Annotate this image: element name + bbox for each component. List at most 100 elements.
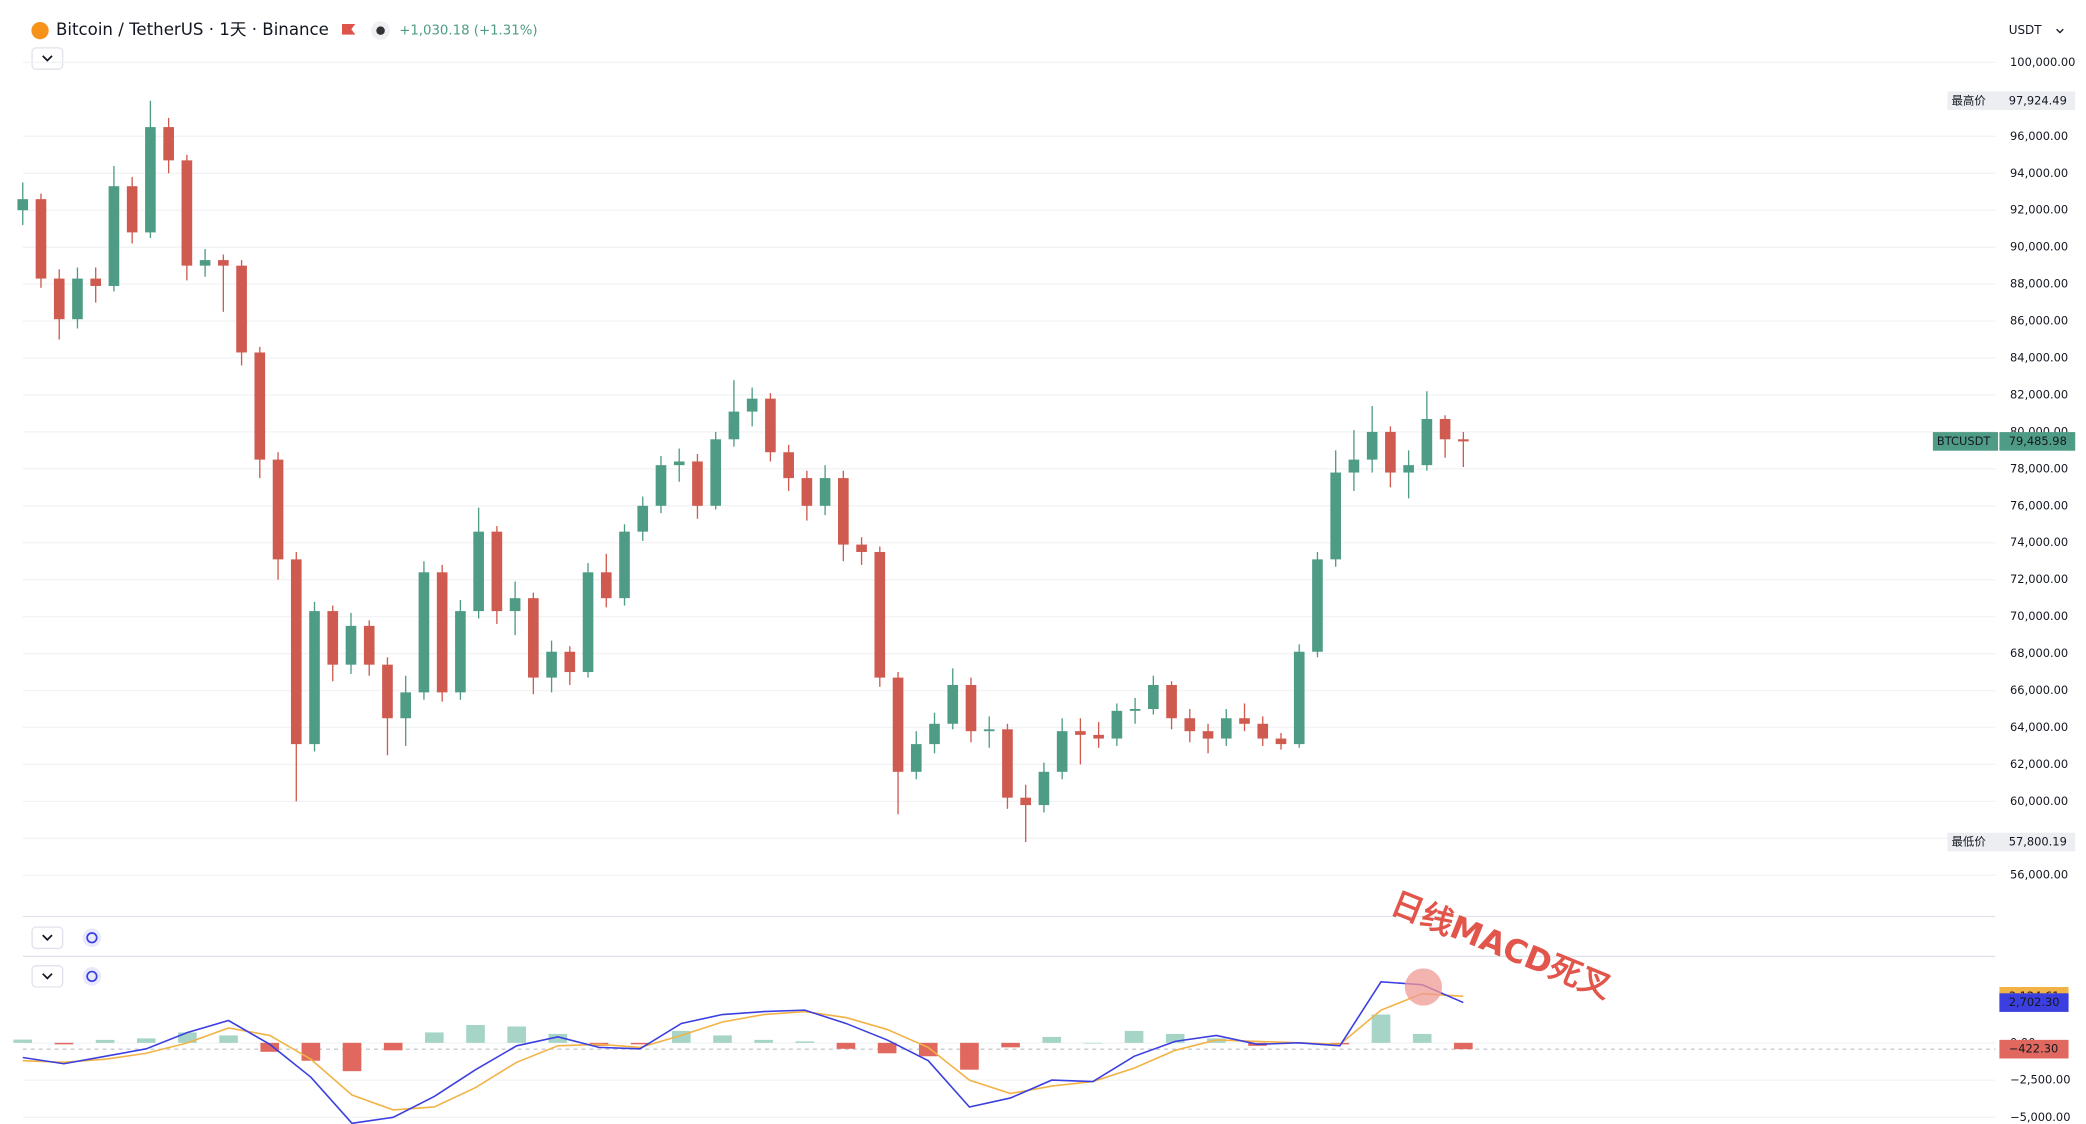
extreme-name: 最高价 <box>1952 93 1987 107</box>
y-tick-label: 64,000.00 <box>2010 720 2068 734</box>
y-tick-label: 72,000.00 <box>2010 572 2068 586</box>
candle-body <box>272 459 284 560</box>
candle-body <box>1385 431 1396 473</box>
currency-caret[interactable] <box>2056 28 2064 34</box>
histogram-bar <box>54 1042 74 1045</box>
candle-body <box>600 572 612 599</box>
histogram-bar <box>136 1038 156 1043</box>
candle-body <box>1075 731 1086 735</box>
last-price-name-badge <box>1932 432 1999 451</box>
collapse-button[interactable] <box>31 47 64 70</box>
histogram-bar <box>178 1032 197 1043</box>
histogram-bar <box>425 1032 444 1043</box>
candle-body <box>363 625 375 665</box>
y-tick-label: 66,000.00 <box>2010 683 2068 697</box>
y-tick-label: 56,000.00 <box>2010 868 2068 882</box>
refresh-button[interactable] <box>82 928 102 948</box>
histogram-bar <box>1042 1036 1062 1043</box>
candle-body <box>1312 559 1323 652</box>
y-tick-label: 76,000.00 <box>2010 498 2068 512</box>
axis-layer: 56,000.0058,000.0060,000.0062,000.0064,0… <box>1932 55 2076 1124</box>
last-value-label: −422.30 <box>2009 1042 2059 1056</box>
candle-body <box>236 265 247 353</box>
y-tick-label: 70,000.00 <box>2010 609 2068 623</box>
candle-body <box>1184 718 1196 732</box>
histogram-bar <box>507 1026 526 1043</box>
histogram-bar <box>1454 1042 1473 1050</box>
y-tick-label: 78,000.00 <box>2010 461 2068 475</box>
candle-body <box>1056 731 1068 772</box>
histogram-bar <box>713 1035 732 1043</box>
extreme-badge <box>1947 91 2076 111</box>
coin-icon <box>31 21 49 40</box>
candle-body <box>35 199 47 279</box>
flag-icon <box>341 23 356 35</box>
candle-body <box>290 559 302 745</box>
candle-body <box>1020 797 1032 806</box>
status-dot <box>376 26 385 35</box>
histogram-bar <box>960 1042 979 1070</box>
candle-body <box>1166 684 1177 719</box>
y-tick-label: 96,000.00 <box>2010 129 2068 143</box>
candle-body <box>983 729 995 732</box>
candle-body <box>345 625 357 665</box>
candle-body <box>801 478 813 506</box>
candle-body <box>892 677 904 772</box>
candle-body <box>546 651 557 678</box>
refresh-button[interactable] <box>82 967 102 986</box>
candle-body <box>728 411 740 440</box>
chevron <box>42 55 53 62</box>
candle-body <box>181 160 193 266</box>
candle-body <box>108 186 120 286</box>
y-tick-label: −5,000.00 <box>2010 1110 2070 1124</box>
histogram-bar <box>630 1042 650 1045</box>
y-tick-label: 84,000.00 <box>2010 351 2068 365</box>
candle-body <box>509 598 521 612</box>
candle-body <box>1403 465 1414 473</box>
grid-layer <box>22 61 1996 1119</box>
candle-body <box>309 611 320 745</box>
collapse-button[interactable] <box>31 926 64 950</box>
candle-body <box>1129 709 1141 711</box>
histogram-bar <box>1001 1042 1020 1048</box>
price-change: +1,030.18 (+1.31%) <box>399 24 537 39</box>
macd-line <box>22 992 1464 1111</box>
y-tick-label: 88,000.00 <box>2010 277 2068 291</box>
histogram-bar <box>301 1042 321 1061</box>
currency-select[interactable]: USDT <box>2009 23 2043 37</box>
candle-body <box>455 611 466 693</box>
extreme-label: 57,800.19 <box>2009 835 2067 849</box>
candle-body <box>1239 718 1250 724</box>
candle-body <box>582 572 594 673</box>
candle-body <box>254 352 266 460</box>
y-tick-label: 94,000.00 <box>2010 166 2068 180</box>
candle-body <box>692 461 703 506</box>
candle-body <box>1002 729 1013 798</box>
candle-body <box>1202 731 1214 739</box>
candle-body <box>655 465 667 506</box>
y-tick-label: 68,000.00 <box>2010 646 2068 660</box>
extreme-label: 97,924.49 <box>2009 93 2067 107</box>
candle-body <box>17 199 29 211</box>
candle-body <box>126 186 138 233</box>
candle-body <box>1439 418 1451 440</box>
histogram-bar <box>260 1042 280 1052</box>
y-tick-label: 60,000.00 <box>2010 794 2068 808</box>
symbol-title: Bitcoin / TetherUS · 1天 · Binance <box>56 20 329 39</box>
candle-body <box>710 439 722 506</box>
candle-body <box>838 478 849 545</box>
histogram-bar <box>95 1039 115 1043</box>
collapse-button[interactable] <box>31 965 64 988</box>
histogram-bar <box>13 1039 33 1043</box>
histogram-bar <box>671 1030 691 1043</box>
candle-body <box>874 551 886 678</box>
candle-body <box>436 572 448 693</box>
last-price-badge <box>1999 432 2076 451</box>
y-tick-label: 90,000.00 <box>2010 240 2068 254</box>
candle-body <box>1458 439 1469 442</box>
candle-body <box>564 651 576 673</box>
candle-body <box>965 684 977 732</box>
histogram-bar <box>383 1042 403 1051</box>
y-tick-label: 62,000.00 <box>2010 757 2068 771</box>
